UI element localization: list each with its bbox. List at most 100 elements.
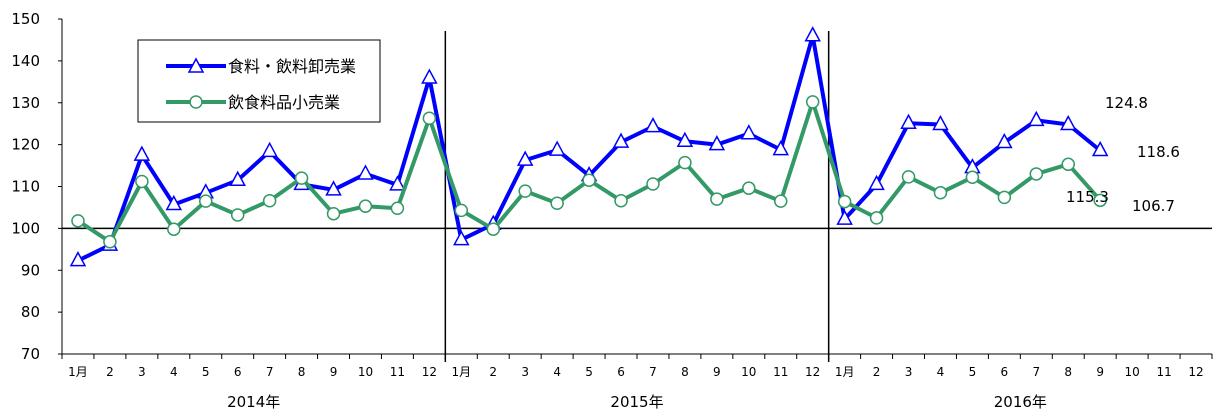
triangle-marker [644,117,662,133]
x-tick-label: 9 [713,365,721,379]
x-tick-label: 3 [138,365,146,379]
triangle-marker [836,209,853,225]
y-tick-label: 140 [11,52,40,70]
triangle-marker [421,68,438,84]
circle-marker [646,177,660,191]
triangle-marker [1028,110,1045,127]
annotations: 124.8 118.6 115.3 106.7 [1066,94,1180,215]
circle-marker [486,222,500,236]
circle-marker [837,194,852,209]
x-tick-label: 6 [234,365,242,379]
circle-marker [422,111,437,125]
legend-label-wholesale: 食料・飲料卸売業 [228,57,356,76]
x-tick-label: 7 [1032,365,1040,379]
x-tick-label: 5 [585,365,593,379]
triangle-marker [229,170,246,186]
x-tick-label: 1月 [451,365,471,379]
y-tick-label: 90 [21,261,40,279]
annotation-wholesale-peak: 124.8 [1105,94,1148,112]
x-tick-label: 6 [1001,365,1009,379]
circle-marker [997,190,1012,205]
circle-marker [901,170,916,184]
x-tick-label: 10 [741,365,756,379]
x-tick-label: 4 [937,365,945,379]
circle-marker [1029,167,1044,181]
x-tick-label: 12 [422,365,437,379]
circle-marker [262,193,277,208]
triangle-marker [612,132,630,148]
x-tick-label: 5 [969,365,977,379]
circle-marker [390,201,405,216]
circle-marker [326,206,341,221]
triangle-marker [389,175,406,191]
x-tick-label: 7 [266,365,274,379]
circle-marker [1093,193,1107,208]
x-tick-label: 2 [873,365,881,379]
y-tick-label: 110 [11,178,40,196]
circle-marker [582,173,596,187]
x-tick-label: 7 [649,365,657,379]
circle-marker [550,196,564,210]
circle-marker [71,214,85,228]
legend: 食料・飲料卸売業 飲食料品小売業 [137,39,381,123]
circle-marker [518,184,532,198]
x-tick-label: 8 [1064,365,1072,379]
annotation-wholesale-last: 118.6 [1137,143,1180,161]
circle-marker [678,155,692,170]
circle-marker [710,192,724,206]
x-tick-label: 10 [358,365,373,379]
annotation-retail-peak: 115.3 [1066,188,1109,206]
y-tick-label: 130 [11,94,40,112]
y-tick-label: 150 [11,10,40,28]
year-label: 2016年 [994,393,1047,409]
circle-marker [294,171,309,185]
plot-area: 70 80 90 100 110 120 130 140 150 1月 2 3 4 5 6 7 8 9 10 11 12… [11,10,1213,409]
x-tick-label: 11 [773,365,788,379]
x-tick-label: 2 [106,365,114,379]
y-tick-label: 70 [21,345,40,363]
triangle-marker [996,132,1013,149]
x-tick-label: 6 [617,365,625,379]
circle-marker [869,211,884,225]
circle-marker [103,235,117,249]
x-tick-label: 11 [1156,365,1171,379]
circle-marker [933,186,948,200]
triangle-marker [165,194,183,211]
triangle-marker [261,141,278,158]
x-tick-label: 3 [905,365,913,379]
triangle-marker [868,174,885,191]
triangle-marker [900,113,917,130]
triangle-marker [708,135,726,151]
y-tick-label: 120 [11,136,40,154]
circle-marker [1061,157,1075,172]
triangle-marker [1091,140,1109,157]
circle-marker [230,208,245,222]
circle-marker [614,193,628,208]
x-tick-label: 5 [202,365,210,379]
x-tick-label: 8 [298,365,306,379]
x-tick-label: 9 [1096,365,1104,379]
legend-circle-marker [189,95,203,109]
x-tick-label: 4 [553,365,561,379]
triangle-marker [516,150,534,166]
y-tick-label: 80 [21,303,40,321]
circle-marker [742,181,756,195]
triangle-marker [676,131,694,148]
x-tick-label: 8 [681,365,689,379]
triangle-marker [772,140,790,156]
x-tick-label: 4 [170,365,178,379]
x-tick-label: 9 [330,365,338,379]
triangle-marker [453,230,470,246]
triangle-marker [932,114,949,131]
triangle-marker [1059,114,1077,131]
triangle-marker [740,124,758,140]
x-tick-label: 11 [390,365,405,379]
triangle-marker [548,140,566,156]
triangle-marker [804,26,821,42]
circle-marker [135,174,149,189]
annotation-retail-last: 106.7 [1132,197,1175,215]
x-tick-label: 1月 [835,365,855,379]
x-tick-label: 2 [489,365,497,379]
x-tick-label: 3 [521,365,529,379]
